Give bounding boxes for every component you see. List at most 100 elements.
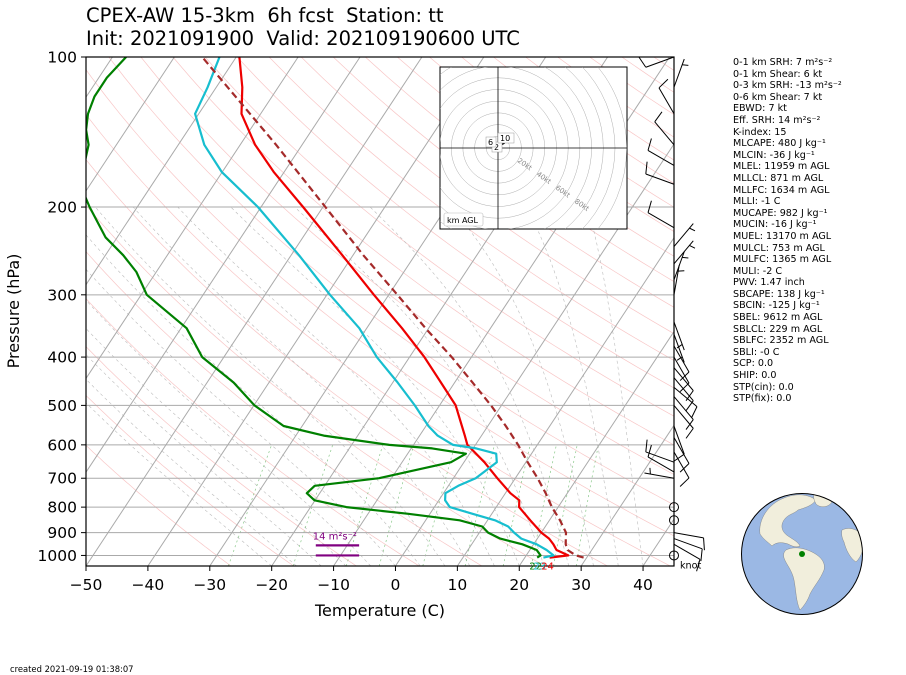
- chart-title-line2: Init: 2021091900 Valid: 202109190600 UTC: [86, 27, 520, 50]
- parameter-line: SCP: 0.0: [733, 358, 774, 370]
- wind-barb: [673, 532, 705, 551]
- x-tick-label: −50: [70, 576, 103, 594]
- x-tick-label: 40: [633, 576, 653, 594]
- wind-barb: [673, 425, 685, 462]
- wind-barb: [673, 265, 685, 295]
- dry-adiabat: [172, 57, 674, 446]
- wind-barb: [654, 111, 675, 146]
- parameter-line: SBCIN: -125 J kg⁻¹: [733, 300, 820, 312]
- moist-adiabat: [230, 206, 520, 566]
- station-marker: [799, 551, 805, 557]
- parameter-line: 0-6 km Shear: 7 kt: [733, 91, 823, 103]
- moist-adiabat: [132, 206, 470, 566]
- dry-adiabat: [86, 298, 420, 566]
- moist-adiabat: [86, 378, 297, 566]
- x-tick-label: −30: [193, 576, 226, 594]
- y-tick-label: 100: [47, 49, 77, 67]
- parameter-line: MLLCL: 871 m AGL: [733, 172, 824, 184]
- hodograph-legend: km AGL: [447, 216, 479, 225]
- location-globe: [741, 493, 863, 615]
- y-tick-label: 700: [47, 470, 77, 488]
- parameter-line: Eff. SRH: 14 m²s⁻²: [733, 114, 821, 126]
- dry-adiabat: [86, 159, 608, 566]
- parameter-line: STP(cin): 0.0: [733, 381, 794, 393]
- mixing-ratio-line: [502, 444, 531, 566]
- wind-barb: [647, 138, 675, 166]
- mixing-ratio-line: [422, 444, 456, 566]
- parameter-line: MLCIN: -36 J kg⁻¹: [733, 149, 815, 161]
- mixing-ratio-line: [464, 444, 495, 566]
- wind-barb: [647, 200, 675, 229]
- x-tick-label: 20: [509, 576, 529, 594]
- wind-barb-calm: [669, 550, 679, 561]
- wetbulb-surface-label: 23: [533, 562, 546, 573]
- moist-adiabat: [177, 206, 495, 566]
- hodograph-legend-box: [443, 212, 484, 227]
- x-tick-label: −40: [132, 576, 165, 594]
- parameter-line: MLCAPE: 480 J kg⁻¹: [733, 138, 826, 150]
- dry-adiabat: [332, 57, 674, 308]
- y-tick-label: 300: [47, 286, 77, 304]
- dry-adiabat: [300, 57, 674, 335]
- hodograph-height-label: 10: [500, 134, 510, 143]
- mixing-ratio-line: [378, 444, 415, 566]
- wind-barb: [673, 334, 685, 363]
- isotherm--40: [147, 57, 485, 566]
- moist-adiabat: [294, 206, 545, 566]
- moist-adiabat: [86, 328, 347, 566]
- x-tick-label: −10: [317, 576, 350, 594]
- srh-label: 14 m²s⁻²: [313, 531, 357, 542]
- dry-adiabat: [236, 57, 674, 389]
- isotherm-10: [456, 236, 674, 566]
- x-tick-label: −20: [255, 576, 288, 594]
- wind-barb: [673, 543, 701, 572]
- wind-barb: [644, 467, 675, 479]
- parameter-line: 0-1 km SRH: 7 m²s⁻²: [733, 57, 833, 68]
- wind-units-label: knot: [680, 560, 702, 571]
- wind-barb: [673, 396, 694, 430]
- y-tick-label: 1000: [38, 547, 77, 565]
- parameter-line: MULI: -2 C: [733, 265, 783, 277]
- parameter-line: MLLI: -1 C: [733, 196, 781, 208]
- parameter-line: SBLI: -0 C: [733, 346, 780, 358]
- hodograph-height-label: 6: [488, 138, 493, 147]
- wind-barb: [647, 444, 675, 473]
- y-tick-label: 900: [47, 524, 77, 542]
- isotherm-20: [518, 330, 674, 566]
- dry-adiabat: [86, 346, 357, 566]
- y-tick-label: 200: [47, 199, 77, 217]
- parameter-list: 0-1 km SRH: 7 m²s⁻² 0-1 km Shear: 6 kt 0-3…: [733, 57, 842, 405]
- isotherm-0: [395, 143, 674, 566]
- parameter-line: 0-1 km Shear: 6 kt: [733, 68, 823, 80]
- wind-barb: [673, 451, 690, 487]
- isotherm--80: [86, 57, 237, 286]
- moist-adiabat: [526, 206, 619, 566]
- hodograph-height-box: [485, 136, 497, 148]
- moist-adiabat: [86, 299, 371, 566]
- parameter-line: MULFC: 1365 m AGL: [733, 254, 832, 266]
- wind-barb: [673, 538, 703, 562]
- wind-barb-calm: [669, 515, 679, 526]
- moist-adiabat: [86, 402, 272, 566]
- parameter-line: 0-3 km SRH: -13 m²s⁻²: [733, 80, 842, 92]
- moist-adiabat: [86, 234, 421, 566]
- wind-barb: [673, 345, 690, 381]
- wind-barb: [645, 161, 675, 185]
- wind-barb: [658, 78, 675, 115]
- parameter-line: EBWD: 7 kt: [733, 103, 787, 115]
- wind-barb: [673, 58, 689, 88]
- isotherm--90: [86, 57, 175, 192]
- parameter-line: SHIP: 0.0: [733, 370, 777, 382]
- chart-title-line1: CPEX-AW 15-3km 6h fcst Station: tt: [86, 4, 444, 27]
- parameter-line: SBEL: 9612 m AGL: [733, 312, 823, 324]
- dry-adiabat: [86, 251, 483, 566]
- parameter-line: MLEL: 11959 m AGL: [733, 161, 830, 173]
- dry-adiabat: [86, 69, 674, 537]
- created-timestamp: created 2021-09-19 01:38:07: [10, 664, 134, 674]
- south-america-land: [783, 547, 825, 611]
- y-tick-label: 500: [47, 397, 77, 415]
- x-tick-label: 0: [391, 576, 401, 594]
- y-axis-label: Pressure (hPa): [4, 254, 23, 369]
- parameter-line: MULCL: 753 m AGL: [733, 242, 825, 254]
